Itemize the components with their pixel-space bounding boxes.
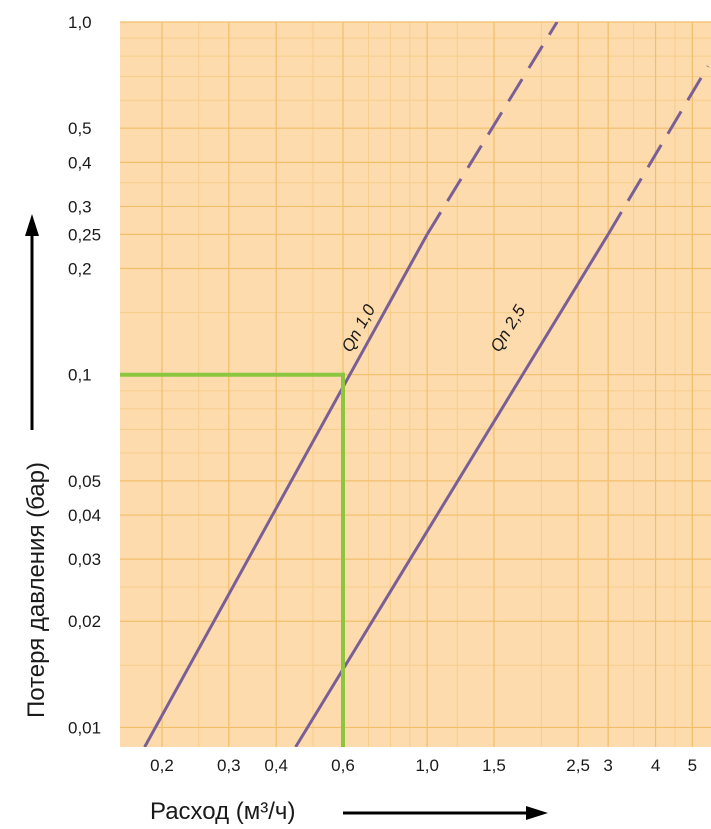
y-tick-label: 0,03	[68, 550, 101, 569]
y-tick-label: 0,04	[68, 506, 101, 525]
y-tick-label: 0,02	[68, 612, 101, 631]
y-tick-label: 0,4	[68, 153, 92, 172]
y-tick-label: 0,3	[68, 197, 92, 216]
y-axis-arrow	[25, 214, 39, 430]
x-axis-arrow	[343, 806, 548, 820]
x-tick-label: 0,6	[331, 756, 355, 775]
x-tick-label: 1,5	[482, 756, 506, 775]
x-tick-label: 0,4	[264, 756, 288, 775]
curve-1-dashed	[425, 22, 559, 236]
y-tick-labels: 1,0 0,5 0,4 0,3 0,25 0,2 0,1 0,05 0,04 0,03 0,02 0,…	[68, 13, 101, 737]
x-tick-label: 2,5	[566, 756, 590, 775]
plot-background	[120, 22, 711, 747]
y-tick-label: 0,05	[68, 472, 101, 491]
x-tick-labels: 0,2 0,3 0,4 0,6 1,0 1,5 2,5 3 4 5	[150, 756, 697, 775]
y-tick-label: 0,2	[68, 260, 92, 279]
y-tick-label: 0,5	[68, 119, 92, 138]
y-axis-title: Потеря давления (бар)	[23, 462, 50, 718]
x-tick-label: 4	[651, 756, 660, 775]
curve-2-solid	[294, 233, 610, 747]
curve-2-dashed	[606, 65, 710, 236]
curves	[143, 22, 710, 747]
y-tick-label: 1,0	[68, 13, 92, 32]
annotation-lines	[120, 372, 345, 747]
curve-1-solid	[143, 233, 429, 747]
x-axis-title: Расход (м³/ч)	[150, 798, 295, 825]
x-tick-label: 0,3	[217, 756, 241, 775]
x-tick-label: 0,2	[150, 756, 174, 775]
x-tick-label: 3	[603, 756, 612, 775]
y-tick-label: 0,25	[68, 225, 101, 244]
x-tick-label: 5	[688, 756, 697, 775]
y-tick-label: 0,01	[68, 718, 101, 737]
y-tick-label: 0,1	[68, 366, 92, 385]
x-tick-label: 1,0	[415, 756, 439, 775]
